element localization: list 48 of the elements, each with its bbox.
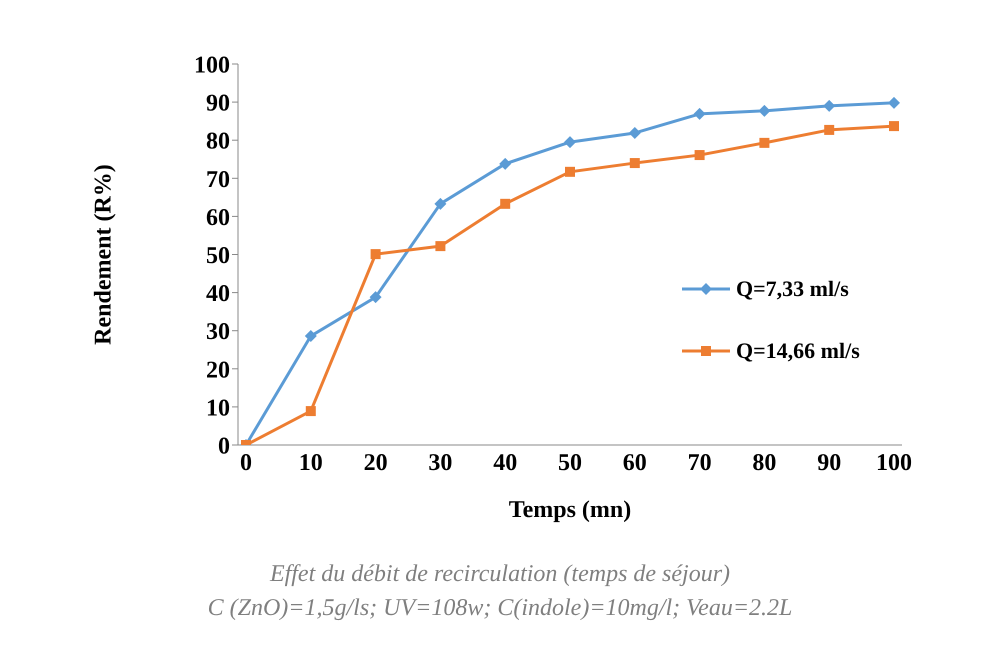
x-tick-label: 10 (298, 450, 323, 476)
x-tick-label: 0 (240, 450, 252, 476)
y-tick-label: 20 (206, 357, 230, 384)
x-tick-label: 100 (876, 450, 912, 476)
point (370, 249, 381, 260)
y-tick-label: 50 (206, 243, 230, 270)
text: Effet du débit de recirculation (temps de séjour) (268, 560, 732, 589)
point (694, 108, 706, 120)
x-axis-title: Temps (mn) (508, 497, 632, 523)
legend-label: Q=7,33 ml/s (736, 276, 849, 302)
text: C (ZnO)=1,5g/ls; UV=108w; C(indole)=10mg/l; Veau=2.2L (206, 594, 794, 623)
point (435, 241, 446, 252)
y-tick-label: 40 (206, 281, 230, 308)
x-tick-label: 30 (428, 450, 452, 476)
y-tick-label: 80 (206, 128, 230, 155)
point (889, 121, 899, 132)
point (823, 100, 836, 112)
legend-label: Q=14,66 ml/s (736, 338, 860, 364)
point (565, 166, 575, 177)
point (304, 330, 317, 342)
point (434, 198, 446, 210)
point (630, 158, 640, 168)
point (824, 124, 834, 135)
y-tick-label: 60 (206, 204, 230, 231)
point (500, 198, 510, 209)
point (370, 291, 382, 304)
x-tick-label: 20 (364, 450, 388, 476)
x-tick-label: 70 (688, 450, 712, 476)
x-tick-label: 90 (817, 450, 842, 476)
x-tick-label: 60 (622, 450, 647, 476)
y-tick-label: 10 (206, 395, 230, 422)
y-tick-label: 100 (194, 52, 230, 79)
y-axis-title: Rendement (R%) (90, 164, 117, 345)
y-tick-label: 0 (218, 434, 230, 460)
x-tick-label: 50 (558, 450, 582, 476)
y-tick-label: 90 (206, 90, 230, 117)
point (758, 104, 770, 117)
y-tick-label: 70 (206, 166, 230, 193)
point (564, 136, 576, 148)
x-tick-label: 40 (493, 450, 518, 476)
y-tick-label: 30 (206, 319, 230, 346)
point (759, 138, 770, 148)
point (628, 126, 641, 139)
point (888, 96, 900, 109)
point (306, 406, 316, 416)
point (694, 150, 705, 160)
x-tick-label: 80 (752, 450, 776, 476)
point (499, 158, 512, 170)
